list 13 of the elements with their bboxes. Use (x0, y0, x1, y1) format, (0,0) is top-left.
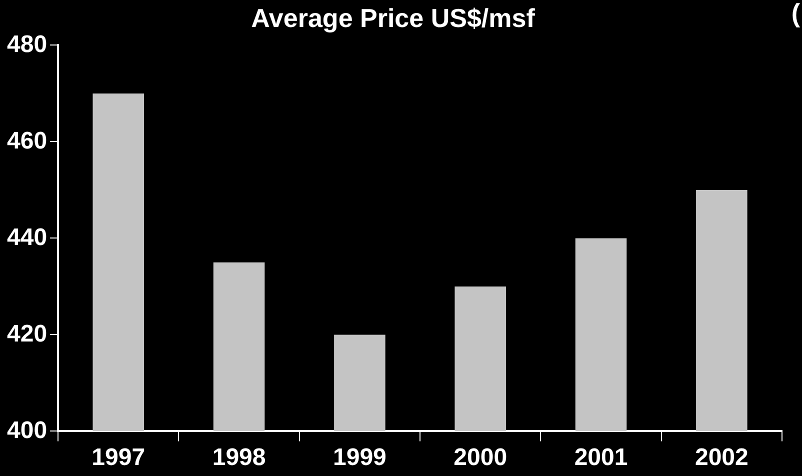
x-tick-label: 1998 (212, 444, 266, 472)
x-tick-label: 2000 (454, 444, 508, 472)
x-tick-label: 1997 (92, 444, 146, 472)
chart-title: Average Price US$/msf (251, 2, 536, 33)
y-tick-label: 440 (6, 224, 48, 251)
y-tick-label: 400 (6, 416, 48, 444)
x-tick-label: 2001 (574, 444, 628, 472)
y-tick-label: 460 (6, 127, 48, 154)
x-tick-label: 2002 (694, 444, 748, 472)
y-tick-label: 480 (6, 30, 48, 58)
x-tick-label: 1999 (332, 444, 386, 472)
y-tick-label: 420 (6, 320, 48, 348)
text: ( (791, 0, 800, 28)
